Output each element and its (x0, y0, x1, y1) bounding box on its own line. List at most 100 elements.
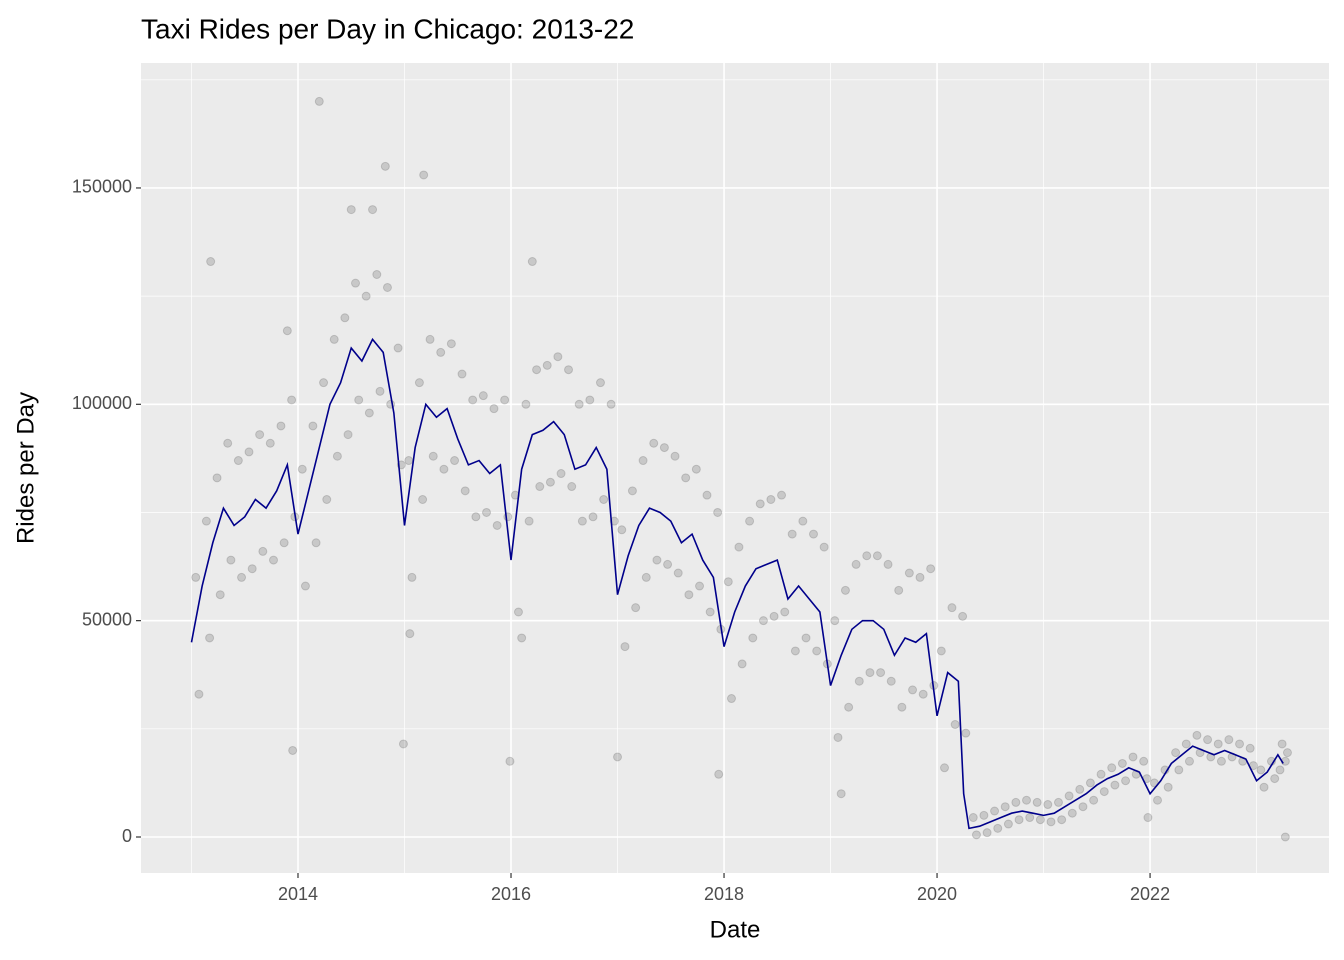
point (1121, 776, 1131, 786)
y-tick-label: 0 (122, 826, 132, 846)
point (876, 668, 886, 678)
point (1184, 756, 1194, 766)
point (819, 542, 829, 552)
point (737, 659, 747, 669)
point (319, 378, 329, 388)
point (652, 555, 662, 565)
point (1085, 778, 1095, 788)
point (244, 447, 254, 457)
point (418, 495, 428, 504)
y-tick-label: 50000 (82, 609, 132, 629)
point (971, 830, 981, 840)
point (375, 386, 385, 396)
y-tick-label: 100000 (72, 393, 132, 413)
point (979, 810, 989, 820)
point (556, 469, 566, 479)
point (790, 646, 800, 656)
point (723, 577, 733, 587)
point (1053, 797, 1063, 807)
point (638, 456, 648, 466)
line (190, 337, 1284, 830)
point (1011, 797, 1021, 807)
y-axis-title: Rides per Day (12, 392, 39, 544)
point (446, 339, 456, 349)
point (918, 689, 928, 699)
point (233, 456, 243, 466)
point (950, 720, 960, 729)
point (982, 828, 992, 838)
point (428, 451, 438, 461)
point (450, 456, 460, 466)
point (1277, 739, 1287, 749)
point (368, 205, 378, 215)
point (627, 486, 637, 496)
point (609, 516, 619, 526)
point (205, 633, 215, 643)
point (1282, 748, 1292, 758)
point (649, 438, 659, 448)
point (436, 347, 446, 357)
point (812, 646, 822, 656)
point (478, 391, 488, 401)
point (1203, 735, 1213, 745)
point (574, 399, 584, 409)
point (836, 789, 846, 799)
point (279, 538, 289, 548)
point (595, 378, 605, 388)
point (681, 473, 691, 483)
x-tick-label: 2018 (704, 884, 744, 904)
point (372, 270, 382, 279)
point (258, 546, 268, 556)
point (439, 464, 449, 474)
point (777, 490, 787, 500)
point (513, 607, 523, 617)
x-tick-label: 2016 (491, 884, 531, 904)
point (288, 745, 298, 755)
point (585, 395, 595, 405)
point (758, 616, 768, 626)
point (1235, 739, 1245, 749)
point (398, 739, 408, 749)
point (247, 564, 257, 574)
point (631, 603, 641, 613)
point (1117, 758, 1127, 768)
point (532, 365, 542, 375)
point (1025, 813, 1035, 823)
point (300, 581, 310, 591)
point (404, 456, 414, 466)
point (567, 482, 577, 492)
point (714, 769, 724, 779)
point (1000, 802, 1010, 812)
point (237, 572, 247, 582)
point (268, 555, 278, 565)
point (1078, 802, 1088, 812)
point (588, 512, 598, 522)
point (212, 473, 222, 483)
point (1275, 765, 1285, 775)
point (1143, 813, 1153, 823)
point (854, 676, 864, 686)
point (1096, 769, 1106, 779)
point (346, 205, 356, 215)
point (351, 278, 361, 288)
point (1213, 739, 1223, 749)
point (926, 564, 936, 574)
point (1280, 832, 1290, 842)
point (1245, 743, 1255, 753)
point (1107, 763, 1117, 773)
point (393, 343, 403, 353)
point (223, 438, 233, 448)
point (542, 360, 552, 370)
point (471, 512, 481, 522)
point (201, 516, 211, 526)
point (1067, 808, 1077, 818)
point (968, 813, 978, 823)
point (833, 732, 843, 742)
point (695, 581, 705, 591)
point (343, 430, 353, 440)
point (535, 482, 545, 492)
point (500, 395, 510, 405)
point (1224, 735, 1234, 745)
point (503, 512, 513, 522)
point (419, 170, 429, 180)
